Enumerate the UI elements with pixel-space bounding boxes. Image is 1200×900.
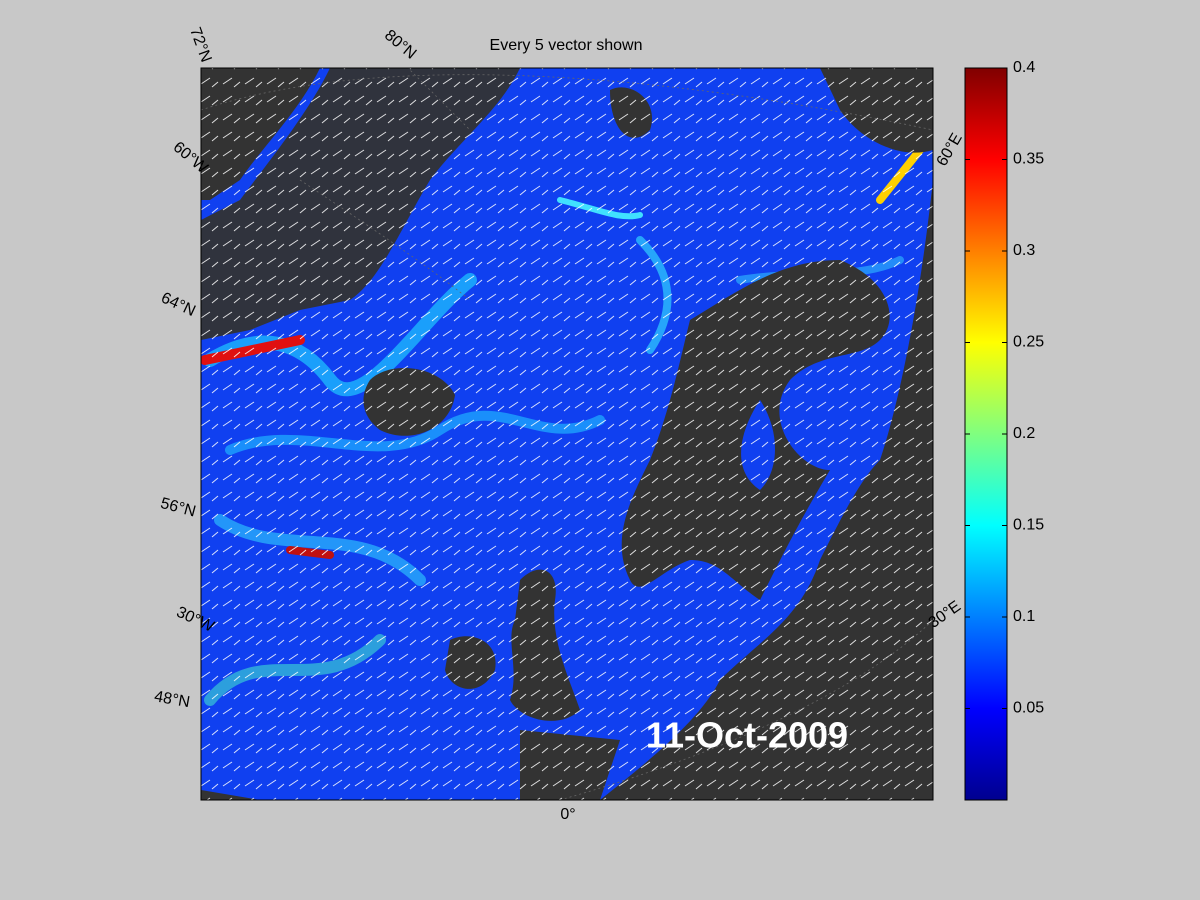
map-frame: [200, 67, 934, 801]
vectors: [201, 68, 933, 800]
colorbar-tick-label: 0.1: [1013, 608, 1035, 625]
graticule-label: 60°E: [934, 131, 966, 170]
title: Every 5 vector shown: [490, 37, 643, 54]
colorbar-tick-label: 0.15: [1013, 517, 1044, 534]
colorbar-tick-label: 0.4: [1013, 59, 1035, 76]
colorbar-tick-label: 0.25: [1013, 334, 1044, 351]
graticule-label: 80°N: [381, 27, 419, 63]
graticule-label: 64°N: [158, 289, 198, 320]
colorbar: [964, 67, 1008, 801]
graticule: [201, 68, 933, 800]
colorbar-tick-label: 0.2: [1013, 425, 1035, 442]
date-label: 11-Oct-2009: [646, 715, 848, 756]
map: [201, 68, 933, 800]
graticule-label: 72°N: [186, 25, 214, 64]
colorbar-tick-label: 0.35: [1013, 151, 1044, 168]
colorbar-tick-label: 0.3: [1013, 242, 1035, 259]
graticule-label: 56°N: [159, 495, 198, 521]
graticule-label: 0°: [560, 806, 575, 823]
colorbar-tick-label: 0.05: [1013, 700, 1044, 717]
graticule-label: 48°N: [153, 688, 191, 711]
